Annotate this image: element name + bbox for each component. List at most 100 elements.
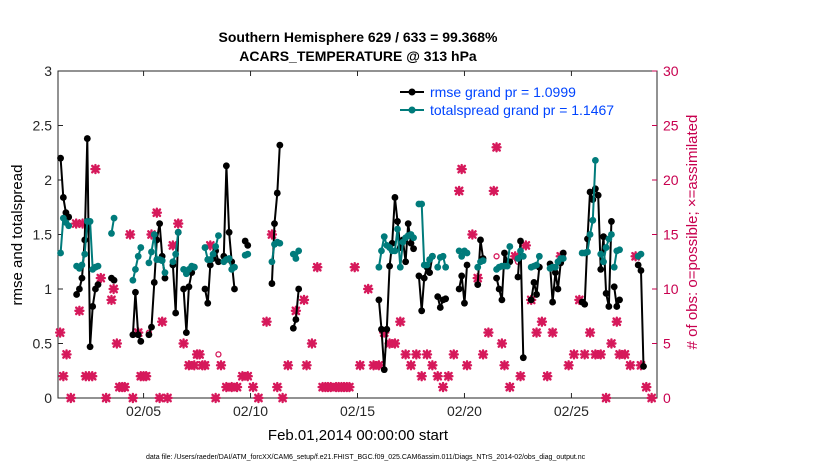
obs-count-mark (456, 163, 467, 175)
obs-count-mark (312, 262, 323, 273)
rmse-point (530, 279, 538, 286)
obs-count-point (70, 218, 82, 229)
obs-count-point (606, 338, 617, 349)
y-tick-label-right: 5 (663, 336, 671, 352)
obs-count-point (231, 381, 243, 393)
x-tick-label: 02/10 (233, 403, 268, 419)
obs-count-mark (242, 371, 253, 382)
obs-count-point (488, 185, 499, 197)
rmse-point (75, 285, 83, 293)
totalspread-point (206, 256, 214, 263)
obs-count-point (536, 316, 548, 327)
obs-count-mark (194, 349, 205, 360)
totalspread-point (519, 252, 527, 260)
rmse-point (501, 249, 508, 257)
obs-count-mark (205, 240, 216, 251)
y-axis-label-left: rmse and totalspread (9, 165, 26, 306)
data-file-footer: data file: /Users/raeder/DAI/ATM_forcXX/… (146, 454, 586, 461)
obs-count-mark (237, 371, 248, 382)
totalspread-point (591, 156, 599, 164)
rmse-point (271, 220, 278, 228)
rmse-point (554, 285, 562, 293)
obs-count-mark (189, 360, 200, 371)
totalspread-point (391, 247, 399, 255)
obs-count-point (395, 316, 406, 327)
obs-count-point (154, 392, 165, 404)
rmse-point (145, 331, 153, 339)
obs-count-mark (453, 185, 465, 197)
legend-rmse-label: rmse grand pr = 1.0999 (430, 84, 576, 100)
totalspread-point (533, 261, 540, 269)
rmse-point (225, 228, 233, 236)
totalspread-point (137, 244, 145, 251)
obs-count-point (266, 229, 278, 240)
obs-count-mark (483, 327, 494, 338)
totalspread-point (418, 200, 426, 208)
obs-count-mark (432, 371, 443, 382)
chart-subtitle: ACARS_TEMPERATURE @ 313 hPa (239, 48, 477, 64)
rmse-point (637, 267, 645, 274)
obs-count-point (432, 371, 443, 382)
obs-count-point (325, 381, 336, 393)
obs-count-mark (247, 381, 259, 393)
obs-count-mark (74, 305, 85, 316)
rmse-point (215, 258, 222, 266)
obs-count-point (646, 392, 657, 404)
totalspread-line-segment (75, 220, 99, 272)
totalspread-point (602, 244, 610, 251)
rmse-point (59, 194, 67, 201)
obs-count-point (100, 392, 112, 404)
obs-count-point (477, 349, 489, 360)
rmse-point (559, 249, 567, 257)
obs-count-point (87, 371, 98, 382)
totalspread-point (78, 261, 86, 269)
obs-count-mark (499, 360, 510, 371)
obs-count-mark (221, 381, 232, 393)
rmse-point (201, 285, 209, 293)
totalspread-series (57, 156, 645, 284)
y-tick-label-right: 10 (663, 281, 679, 297)
legend-rmse-marker (408, 88, 416, 96)
obs-count-mark (563, 360, 574, 371)
obs-count-point (499, 360, 510, 371)
chart-title: Southern Hemisphere 629 / 633 = 99.368% (219, 29, 499, 45)
totalspread-point (559, 255, 567, 262)
obs-count-mark (77, 218, 88, 229)
obs-count-point (614, 349, 625, 360)
totalspread-point (110, 214, 118, 222)
rmse-point (533, 291, 540, 298)
obs-count-point (590, 349, 601, 360)
rmse-point (591, 185, 599, 193)
totalspread-point (268, 258, 276, 266)
obs-count-mark (124, 229, 136, 240)
obs-count-point (467, 229, 478, 240)
rmse-point (273, 189, 281, 197)
obs-count-point (448, 349, 459, 360)
rmse-point (461, 299, 468, 307)
obs-count-mark (542, 371, 553, 382)
rmse-point (458, 272, 466, 280)
totalspread-point (378, 247, 385, 255)
obs-count-mark (61, 349, 72, 360)
obs-count-point (167, 240, 179, 251)
obs-count-mark (595, 349, 606, 360)
totalspread-point (225, 255, 233, 262)
totalspread-point (589, 216, 597, 224)
obs-count-point (344, 381, 355, 393)
obs-count-mark (646, 392, 657, 404)
obs-count-point (194, 349, 205, 360)
obs-count-point (483, 327, 494, 338)
totalspread-point (586, 231, 594, 238)
obs-count-point (65, 392, 77, 404)
obs-count-mark (253, 392, 264, 404)
obs-count-point (437, 381, 449, 393)
obs-count-point (277, 392, 288, 404)
obs-count-mark (477, 349, 489, 360)
x-tick-label: 02/05 (126, 403, 161, 419)
obs-count-mark (111, 338, 123, 349)
obs-count-mark (547, 327, 558, 338)
rmse-point (527, 296, 535, 304)
rmse-point (383, 325, 391, 333)
obs-count-mark (373, 360, 385, 371)
